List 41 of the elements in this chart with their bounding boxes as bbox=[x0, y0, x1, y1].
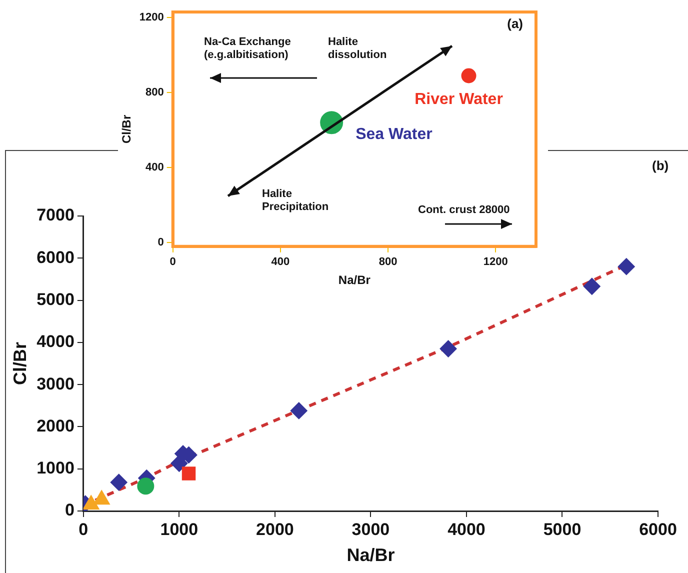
x-tick-label: 4000 bbox=[448, 520, 486, 539]
y-tick-label: 1200 bbox=[139, 12, 164, 24]
point bbox=[583, 278, 600, 295]
y-tick-label: 800 bbox=[146, 86, 164, 99]
series-label: Sea Water bbox=[356, 126, 432, 144]
y-tick-label: 400 bbox=[146, 162, 164, 174]
x-axis-title: Na/Br bbox=[346, 545, 395, 566]
annotation: Cont. crust 28000 bbox=[418, 204, 511, 218]
annotation: Halite dissolution bbox=[328, 36, 388, 62]
x-tick-label: 0 bbox=[170, 256, 176, 268]
x-tick-label: 800 bbox=[378, 256, 398, 268]
y-tick-label: 1000 bbox=[36, 458, 74, 478]
x-tick-label: 2000 bbox=[256, 520, 294, 539]
point bbox=[137, 478, 154, 495]
x-tick-label: 0 bbox=[78, 520, 88, 539]
x-tick-label: 400 bbox=[271, 256, 290, 268]
annotation: Na-Ca Exchange (e.g.albitisation) bbox=[204, 36, 292, 62]
x-axis-title: Na/Br bbox=[338, 273, 371, 288]
y-tick-label: 5000 bbox=[36, 290, 74, 309]
y-tick-label: 0 bbox=[64, 500, 74, 520]
annotation: (a) bbox=[506, 16, 523, 32]
x-tick-label: 5000 bbox=[543, 520, 582, 539]
x-tick-label: 1200 bbox=[483, 256, 508, 268]
x-tick-label: 6000 bbox=[639, 520, 677, 539]
point bbox=[440, 340, 457, 358]
point bbox=[182, 466, 196, 480]
y-tick-label: 3000 bbox=[36, 374, 74, 394]
y-tick-label: 2000 bbox=[36, 416, 74, 436]
x-tick-label: 1000 bbox=[160, 520, 198, 539]
y-tick-label: 7000 bbox=[36, 206, 74, 225]
point bbox=[290, 402, 308, 420]
y-axis-title: Cl/Br bbox=[10, 342, 30, 386]
annotation: Halite Precipitation bbox=[262, 188, 330, 214]
series-label: River Water bbox=[414, 91, 503, 108]
y-tick-label: 4000 bbox=[36, 332, 74, 352]
y-tick-label: 0 bbox=[158, 236, 164, 249]
point bbox=[110, 474, 128, 491]
x-tick-label: 3000 bbox=[352, 520, 390, 539]
y-axis-title: Cl/Br bbox=[120, 114, 134, 144]
point bbox=[618, 258, 635, 276]
text: (b) bbox=[652, 158, 670, 174]
